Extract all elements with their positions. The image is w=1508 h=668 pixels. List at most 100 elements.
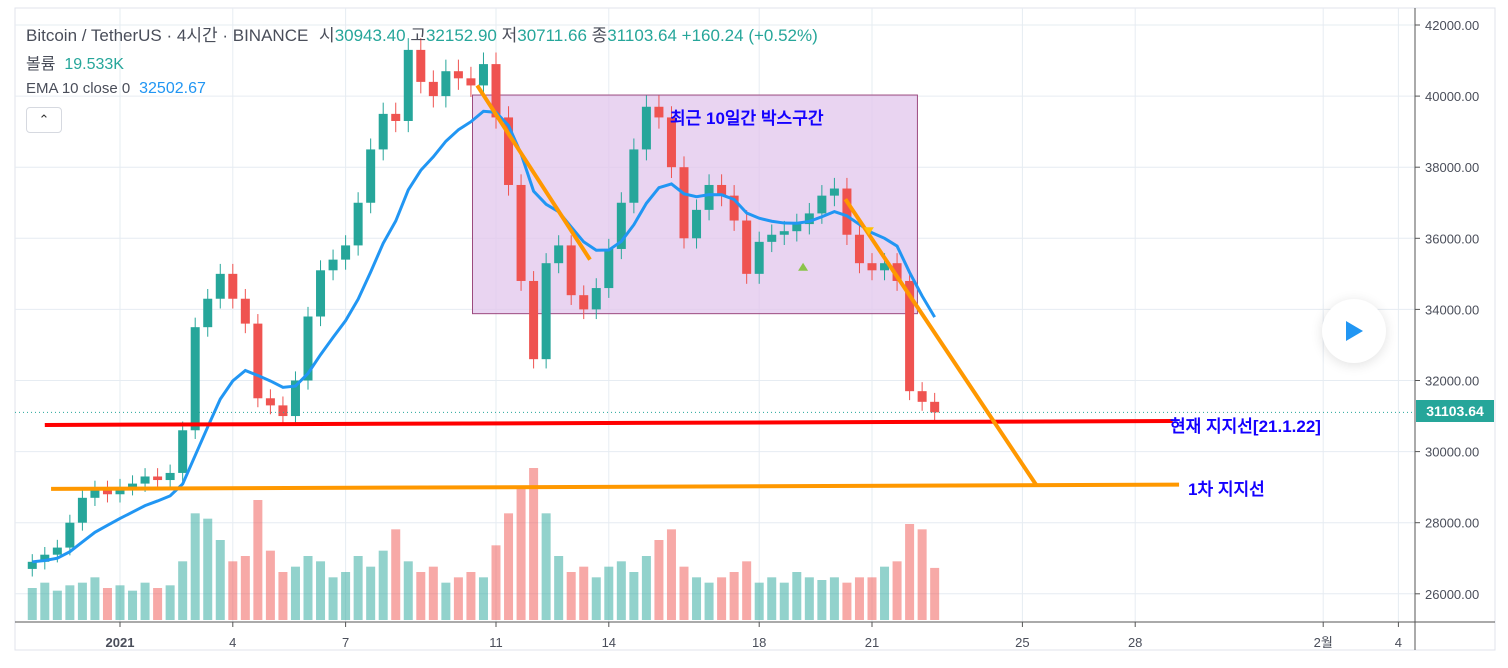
candle-body — [729, 195, 739, 221]
volume-bar — [641, 556, 651, 620]
candle-body — [792, 224, 802, 232]
low-label: 저 — [501, 26, 518, 45]
candle-body — [767, 234, 777, 242]
volume-bar — [65, 585, 75, 620]
first-support-annotation[interactable]: 1차 지지선 — [1188, 480, 1265, 499]
candle-body — [40, 554, 50, 562]
x-tick-label: 2월 — [1314, 635, 1333, 650]
candle-body — [641, 106, 651, 150]
candle-body — [754, 241, 764, 274]
candle-body — [692, 209, 702, 239]
volume-bar — [253, 500, 263, 620]
y-tick-label: 34000.00 — [1425, 302, 1479, 317]
volume-label: 볼륨 — [26, 56, 56, 73]
volume-bar — [930, 567, 940, 620]
volume-bar — [40, 582, 50, 620]
candle-body — [341, 245, 351, 260]
volume-bar — [666, 529, 676, 620]
candle-body — [391, 113, 401, 121]
symbol-name[interactable]: Bitcoin / TetherUS — [26, 26, 162, 45]
triangle-up-marker — [798, 262, 809, 271]
volume-bar — [190, 513, 200, 620]
volume-bar — [704, 582, 714, 620]
volume-bar — [140, 582, 150, 620]
candle-body — [804, 213, 814, 225]
volume-bar — [102, 588, 112, 620]
x-tick-label: 7 — [342, 635, 349, 650]
current-support-line — [44, 419, 1173, 427]
ema-value: 32502.67 — [139, 80, 206, 97]
interval: 4시간 — [176, 26, 218, 45]
volume-bar — [729, 572, 739, 620]
candle-body — [679, 167, 689, 239]
volume-bar — [115, 585, 125, 620]
candle-body — [742, 220, 752, 274]
high-label: 고 — [410, 26, 426, 45]
candle-body — [717, 184, 727, 196]
candle-body — [428, 81, 438, 97]
x-tick-label: 18 — [752, 635, 766, 650]
candle-body — [466, 78, 476, 86]
x-tick-label: 2021 — [106, 635, 135, 650]
volume-bar — [692, 577, 702, 620]
box-annotation[interactable]: 최근 10일간 박스구간 — [670, 109, 824, 128]
volume-bar — [654, 540, 664, 620]
candle-body — [90, 488, 100, 498]
volume-legend[interactable]: 볼륨 19.533K — [26, 50, 124, 74]
y-tick-label: 28000.00 — [1425, 516, 1479, 531]
volume-bar — [215, 540, 225, 620]
volume-bar — [779, 582, 789, 620]
last-price-tag: 31103.64 — [1416, 400, 1494, 422]
volume-bar — [754, 582, 764, 620]
candle-body — [566, 245, 576, 296]
volume-bar — [303, 556, 313, 620]
x-tick-label: 4 — [1395, 635, 1402, 650]
y-tick-label: 38000.00 — [1425, 160, 1479, 175]
volume-bar — [792, 572, 802, 620]
volume-bar — [566, 572, 576, 620]
exchange: BINANCE — [232, 26, 309, 45]
candle-body — [102, 488, 112, 495]
volume-bar — [742, 561, 752, 620]
x-tick-label: 11 — [489, 635, 503, 650]
volume-bar — [554, 556, 564, 620]
open-label: 시 — [319, 26, 335, 45]
candle-body — [303, 316, 313, 381]
candle-body — [491, 64, 501, 118]
ema-line — [32, 109, 936, 564]
change-value: +160.24 (+0.52%) — [681, 26, 818, 45]
candle-body — [265, 398, 275, 406]
x-tick-label: 25 — [1015, 635, 1029, 650]
candle-body — [153, 476, 163, 481]
ema-legend[interactable]: EMA 10 close 0 32502.67 — [26, 80, 206, 98]
volume-bar — [880, 566, 890, 620]
volume-bar — [27, 588, 37, 620]
chevron-up-icon: ⌃ — [38, 112, 50, 127]
candle-body — [77, 497, 87, 523]
candle-body — [178, 430, 188, 473]
current-support-annotation[interactable]: 현재 지지선[21.1.22] — [1170, 417, 1321, 436]
candle-body — [240, 298, 250, 324]
volume-bar — [441, 582, 451, 620]
candle-body — [478, 64, 488, 86]
candle-body — [829, 188, 839, 196]
collapse-legend-button[interactable]: ⌃ — [26, 107, 62, 133]
y-tick-label: 32000.00 — [1425, 374, 1479, 389]
candle-body — [516, 184, 526, 281]
volume-bar — [391, 529, 401, 620]
volume-bar — [917, 529, 927, 620]
x-tick-label: 28 — [1128, 635, 1142, 650]
volume-bar — [316, 561, 326, 620]
candle-body — [629, 149, 639, 203]
candle-body — [378, 113, 388, 150]
trend-line — [475, 84, 592, 261]
play-button[interactable] — [1322, 299, 1386, 363]
volume-bar — [328, 577, 338, 620]
candle-body — [604, 248, 614, 289]
volume-bar — [165, 585, 175, 620]
volume-bar — [366, 566, 376, 620]
y-tick-label: 40000.00 — [1425, 89, 1479, 104]
candle-body — [453, 71, 463, 79]
y-tick-label: 36000.00 — [1425, 231, 1479, 246]
